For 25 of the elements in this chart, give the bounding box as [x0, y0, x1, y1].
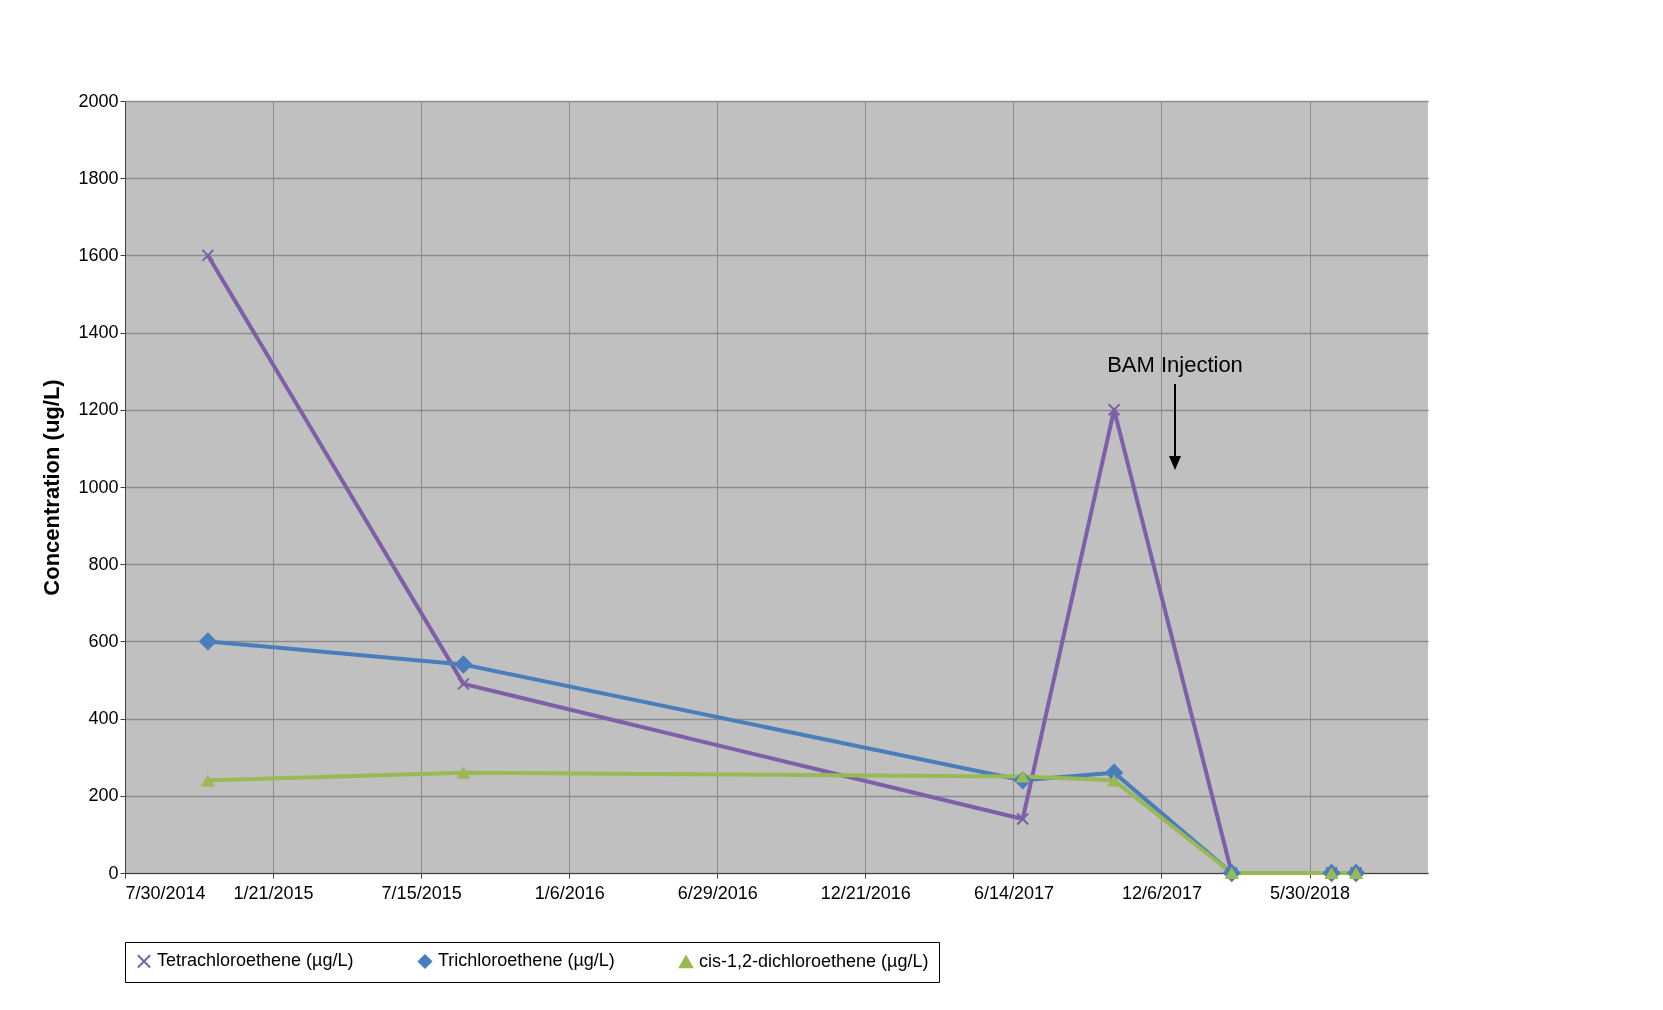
legend-label: Tetrachloroethene (µg/L) — [157, 950, 354, 971]
y-tick-label: 1600 — [78, 244, 119, 265]
x-tick-label: 7/15/2015 — [381, 882, 462, 903]
y-tick-label: 200 — [88, 785, 119, 806]
x-tick-label: 7/30/2014 — [125, 882, 206, 903]
x-tick-label: 12/6/2017 — [1121, 882, 1203, 903]
y-axis-title: Concentration (ug/L) — [39, 379, 65, 596]
y-tick-label: 1400 — [78, 322, 119, 343]
x-tick-label: 12/21/2016 — [820, 882, 911, 903]
y-tick-label: 400 — [88, 708, 119, 729]
x-tick-label: 6/29/2016 — [677, 882, 758, 903]
y-tick-label: 1000 — [78, 476, 119, 497]
x-tick-label: 1/6/2016 — [534, 882, 605, 903]
annotation: BAM Injection — [1106, 352, 1244, 378]
y-tick-label: 600 — [88, 630, 119, 651]
legend-label: cis-1,2-dichloroethene (µg/L) — [699, 950, 929, 971]
x-tick-label: 6/14/2017 — [973, 882, 1054, 903]
y-tick-label: 800 — [88, 553, 119, 574]
x-tick-label: 5/30/2018 — [1270, 882, 1351, 903]
legend-label: Trichloroethene (µg/L) — [438, 950, 615, 971]
y-tick-label: 1800 — [78, 167, 119, 188]
y-tick-label: 0 — [108, 862, 119, 883]
y-tick-label: 2000 — [78, 90, 119, 111]
x-tick-label: 1/21/2015 — [233, 882, 314, 903]
y-tick-label: 1200 — [78, 399, 119, 420]
